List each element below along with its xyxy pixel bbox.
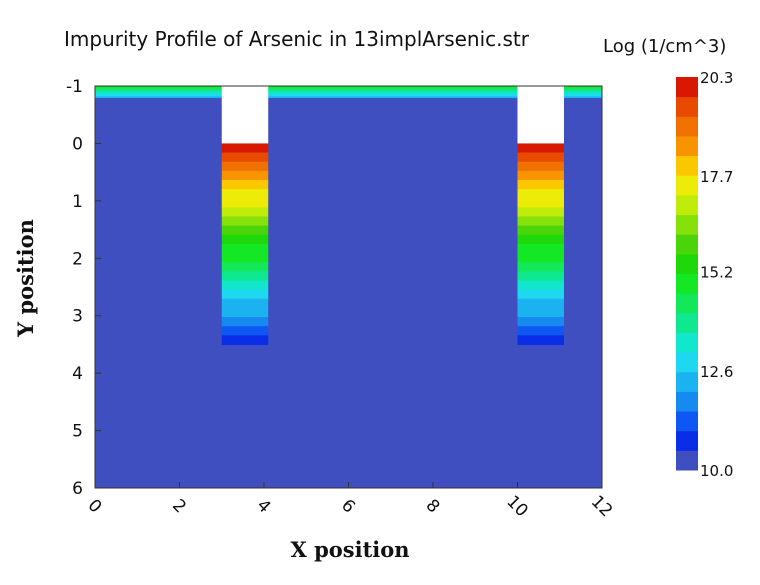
colorbar-labels: 20.3 17.7 15.2 12.6 10.0 (700, 69, 733, 480)
region-band (221, 143, 269, 154)
region-band (517, 262, 564, 272)
y-tick-label: 0 (72, 134, 83, 154)
x-tick-label: 12 (587, 492, 616, 521)
region-band (517, 143, 564, 154)
region-band (221, 225, 269, 236)
mask-opening (221, 86, 269, 144)
region-band (517, 317, 564, 327)
colorbar-segment (676, 116, 698, 137)
region-band (221, 262, 269, 272)
region-band (221, 179, 269, 190)
region-band (221, 280, 269, 291)
x-tick-label: 6 (337, 496, 359, 518)
y-tick-label: 4 (72, 364, 83, 384)
chart-title: Impurity Profile of Arsenic in 13implArs… (64, 27, 530, 51)
region-band (221, 216, 269, 227)
region-band (221, 289, 269, 300)
x-tick-label: 2 (168, 496, 190, 518)
region-band (517, 161, 564, 172)
region-band (221, 243, 269, 254)
colorbar-segment (676, 371, 698, 392)
colorbar-tick-label: 15.2 (700, 264, 733, 282)
region-band (221, 317, 269, 327)
y-tick-label: 2 (72, 249, 83, 269)
colorbar-tick-label: 10.0 (700, 462, 733, 480)
colorbar-segment (676, 450, 698, 471)
colorbar-segment (676, 332, 698, 353)
colorbar-segment (676, 175, 698, 196)
colorbar (676, 77, 698, 471)
colorbar-segment (676, 214, 698, 235)
region-band (517, 225, 564, 236)
region-band (221, 207, 269, 218)
region-band (517, 170, 564, 181)
colorbar-tick-label: 12.6 (700, 363, 733, 381)
y-tick-label: 3 (72, 307, 83, 327)
colorbar-segment (676, 253, 698, 274)
colorbar-segment (676, 234, 698, 255)
colorbar-segment (676, 194, 698, 216)
x-axis-label: X position (290, 537, 409, 562)
colorbar-segment (676, 411, 698, 432)
colorbar-segment (676, 312, 698, 333)
y-tick-label: -1 (66, 77, 83, 97)
region-band (517, 179, 564, 190)
region-band (517, 271, 564, 282)
y-axis-label: Y position (13, 219, 38, 338)
colorbar-tick-label: 20.3 (700, 69, 733, 87)
x-tick-label: 0 (84, 496, 106, 518)
y-tick-label: 6 (72, 479, 83, 499)
colorbar-segment (676, 391, 698, 412)
colorbar-segment (676, 430, 698, 451)
region-band (517, 326, 564, 336)
colorbar-title: Log (1/cm^3) (603, 36, 726, 57)
region-band (517, 234, 564, 245)
region-band (517, 198, 564, 208)
mask-opening (517, 86, 564, 144)
colorbar-segment (676, 77, 698, 98)
region-band (517, 335, 564, 346)
region-band (221, 234, 269, 245)
region-band (221, 189, 269, 199)
region-band (517, 307, 564, 318)
region-band (95, 96, 602, 99)
x-tick-label: 4 (253, 496, 275, 518)
region-band (221, 298, 269, 309)
plot-area (95, 86, 602, 488)
region-band (221, 326, 269, 336)
region-band (221, 335, 269, 346)
region-band (517, 152, 564, 163)
region-band (221, 253, 269, 263)
colorbar-tick-label: 17.7 (700, 168, 733, 186)
region-band (517, 289, 564, 300)
region-band (221, 307, 269, 318)
region-band (517, 280, 564, 291)
region-band (221, 198, 269, 208)
region-band (221, 161, 269, 172)
y-tick-label: 1 (72, 192, 83, 212)
region-band (517, 298, 564, 309)
region-band (517, 189, 564, 199)
region-band (221, 152, 269, 163)
colorbar-segment (676, 96, 698, 117)
colorbar-segment (676, 293, 698, 314)
region-band (221, 170, 269, 181)
region-band (517, 253, 564, 263)
colorbar-segment (676, 135, 698, 157)
mask-openings (221, 86, 564, 144)
x-tick-label: 10 (502, 492, 531, 521)
colorbar-segment (676, 155, 698, 176)
colorbar-segment (676, 352, 698, 373)
colorbar-segment (676, 273, 698, 294)
region-band (517, 216, 564, 227)
y-tick-label: 5 (72, 422, 83, 442)
y-axis-ticks: -1 0 1 2 3 4 5 6 (66, 77, 101, 499)
region-band (517, 243, 564, 254)
region-band (517, 207, 564, 218)
x-tick-label: 8 (422, 496, 444, 518)
region-band (221, 271, 269, 282)
